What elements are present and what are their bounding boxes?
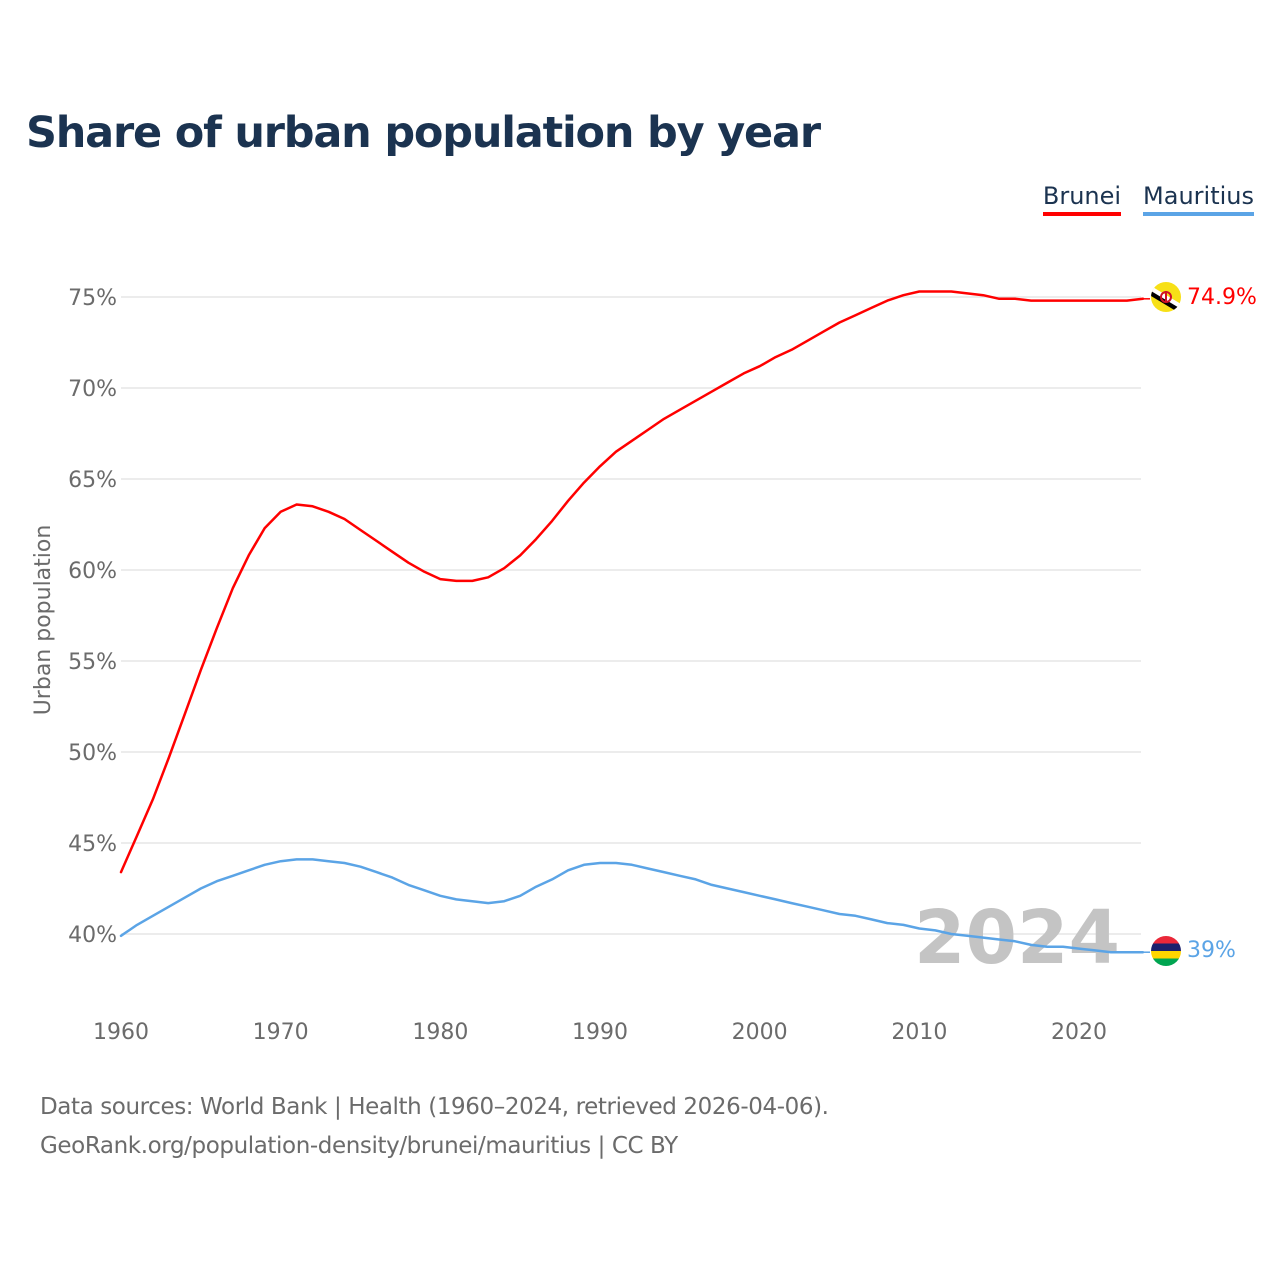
y-tick-label: 55% bbox=[68, 650, 117, 675]
legend-item-brunei[interactable]: Brunei bbox=[1042, 182, 1122, 218]
y-axis-label: Urban population bbox=[31, 525, 56, 716]
y-tick-label: 75% bbox=[68, 286, 117, 311]
legend-swatch-brunei bbox=[1042, 212, 1122, 216]
brunei-flag-icon bbox=[1151, 282, 1181, 312]
legend: Brunei Mauritius bbox=[1042, 182, 1254, 218]
chart-title: Share of urban population by year bbox=[26, 108, 821, 158]
x-tick-label: 1960 bbox=[93, 1020, 149, 1045]
grid-lines bbox=[121, 296, 1141, 935]
y-tick-label: 40% bbox=[68, 923, 117, 948]
x-tick-label: 2010 bbox=[891, 1020, 947, 1045]
legend-item-mauritius[interactable]: Mauritius bbox=[1143, 182, 1254, 218]
legend-label-brunei: Brunei bbox=[1042, 182, 1122, 210]
y-tick-label: 70% bbox=[68, 377, 117, 402]
x-tick-label: 2020 bbox=[1051, 1020, 1107, 1045]
x-tick-label: 2000 bbox=[732, 1020, 788, 1045]
y-tick-label: 45% bbox=[68, 832, 117, 857]
series-line-brunei[interactable] bbox=[119, 290, 1145, 874]
x-tick-label: 1980 bbox=[412, 1020, 468, 1045]
y-axis-ticks: 40% 45% 50% 55% 60% 65% 70% 75% bbox=[68, 286, 117, 948]
y-tick-label: 65% bbox=[68, 468, 117, 493]
y-tick-label: 60% bbox=[68, 559, 117, 584]
mauritius-flag-icon bbox=[1151, 936, 1181, 966]
year-watermark: 2024 bbox=[914, 895, 1120, 981]
end-label-brunei: 74.9% bbox=[1187, 285, 1257, 310]
series-layer bbox=[119, 290, 1150, 954]
x-tick-label: 1990 bbox=[572, 1020, 628, 1045]
footer: Data sources: World Bank | Health (1960–… bbox=[40, 1088, 829, 1166]
legend-label-mauritius: Mauritius bbox=[1143, 182, 1254, 210]
x-axis-ticks: 1960 1970 1980 1990 2000 2010 2020 bbox=[93, 1020, 1107, 1045]
series-line-mauritius[interactable] bbox=[119, 858, 1145, 954]
end-label-mauritius: 39% bbox=[1187, 938, 1236, 963]
y-tick-label: 50% bbox=[68, 741, 117, 766]
source-note: Data sources: World Bank | Health (1960–… bbox=[40, 1094, 829, 1120]
attribution-note: GeoRank.org/population-density/brunei/ma… bbox=[40, 1133, 678, 1159]
x-tick-label: 1970 bbox=[253, 1020, 309, 1045]
legend-swatch-mauritius bbox=[1143, 212, 1254, 216]
